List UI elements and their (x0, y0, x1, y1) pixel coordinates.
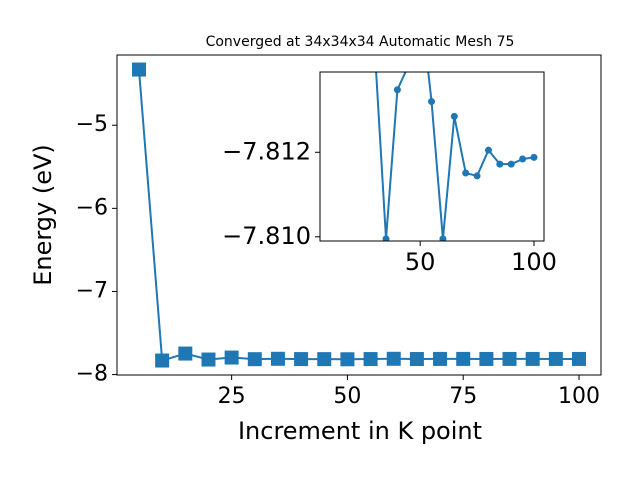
plot-area (375, 0, 538, 241)
data-point (382, 235, 390, 241)
data-point (201, 352, 216, 367)
data-point (393, 86, 401, 94)
data-point (317, 352, 332, 367)
data-point (502, 351, 517, 366)
x-axis-label: Increment in K point (238, 417, 482, 445)
data-point (428, 98, 436, 106)
data-point (178, 346, 193, 361)
data-point (479, 351, 494, 366)
x-tick-label: 25 (218, 384, 246, 409)
data-point (386, 351, 401, 366)
data-point (519, 155, 527, 163)
data-point (294, 352, 309, 367)
data-point (247, 352, 262, 367)
data-point (496, 160, 504, 168)
x-tick-label: 50 (405, 248, 436, 276)
data-point (155, 353, 170, 368)
y-tick-label: −7 (76, 278, 108, 303)
y-tick-label: −5 (76, 112, 108, 137)
x-tick-label: 75 (449, 384, 477, 409)
data-point (132, 62, 146, 77)
data-point (473, 172, 481, 180)
data-point (363, 352, 378, 367)
data-point (548, 351, 563, 366)
y-tick-label: −7.812 (222, 137, 311, 165)
data-point (340, 352, 355, 367)
y-axis-label: Energy (eV) (29, 144, 57, 286)
data-point (409, 352, 424, 367)
axes-frame (319, 71, 545, 242)
data-point (270, 351, 285, 366)
plot-area (132, 62, 586, 368)
x-tick-label: 50 (333, 384, 361, 409)
x-tick-label: 100 (511, 248, 557, 276)
data-point (530, 153, 538, 161)
data-point (525, 351, 540, 366)
data-point (462, 169, 470, 177)
x-tick-label: 100 (558, 384, 600, 409)
y-tick-label: −6 (76, 195, 108, 220)
chart-title: Converged at 34x34x34 Automatic Mesh 75 (206, 34, 515, 50)
data-point (507, 160, 515, 168)
data-point (224, 350, 239, 365)
data-point (405, 61, 412, 68)
data-point (484, 146, 492, 154)
axes-frame (116, 54, 602, 376)
data-point (433, 351, 448, 366)
data-point (572, 351, 586, 366)
data-point (456, 351, 471, 366)
data-point (417, 0, 424, 3)
y-tick-label: −8 (76, 362, 108, 387)
data-point (439, 235, 447, 241)
y-tick-label: −7.810 (222, 222, 311, 250)
data-point (450, 112, 458, 120)
